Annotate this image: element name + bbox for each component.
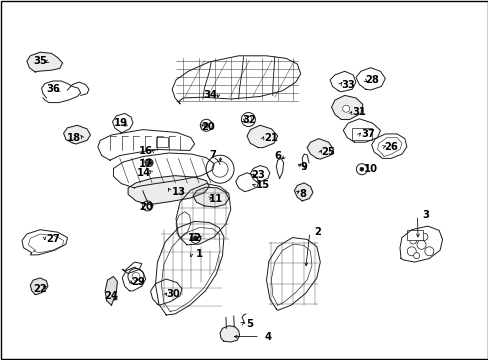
Text: 17: 17 (139, 159, 152, 169)
Text: 34: 34 (203, 90, 217, 100)
Text: 20: 20 (201, 122, 214, 132)
Polygon shape (30, 278, 48, 294)
Text: 21: 21 (264, 132, 278, 143)
Circle shape (416, 240, 425, 249)
Text: 11: 11 (208, 194, 223, 204)
Text: 36: 36 (46, 84, 60, 94)
Polygon shape (294, 183, 312, 201)
Text: 37: 37 (360, 129, 374, 139)
Circle shape (424, 247, 433, 256)
Text: 13: 13 (171, 186, 185, 197)
Polygon shape (246, 125, 277, 148)
Circle shape (342, 105, 349, 112)
Text: 28: 28 (365, 75, 379, 85)
Text: 8: 8 (299, 189, 306, 199)
Text: 29: 29 (131, 276, 144, 287)
Polygon shape (128, 176, 209, 204)
Text: 23: 23 (251, 170, 264, 180)
Text: 32: 32 (242, 114, 256, 125)
Text: 3: 3 (421, 210, 428, 220)
Text: 4: 4 (264, 332, 271, 342)
Text: 27: 27 (46, 234, 60, 244)
Text: 33: 33 (341, 80, 354, 90)
Text: 25: 25 (321, 147, 335, 157)
Polygon shape (306, 139, 333, 159)
Circle shape (193, 236, 198, 241)
Text: 7: 7 (209, 150, 216, 160)
Polygon shape (220, 326, 239, 342)
Polygon shape (27, 52, 62, 72)
Text: 19: 19 (114, 118, 128, 128)
Text: 12: 12 (187, 233, 201, 243)
Text: 16: 16 (139, 146, 152, 156)
Text: 6: 6 (274, 150, 281, 161)
Text: 18: 18 (67, 132, 81, 143)
Text: 5: 5 (245, 319, 252, 329)
Circle shape (407, 247, 415, 256)
Text: 2: 2 (314, 227, 321, 237)
Polygon shape (193, 187, 228, 207)
Text: 14: 14 (137, 168, 151, 178)
Polygon shape (105, 276, 117, 305)
Text: 22: 22 (33, 284, 47, 294)
Bar (351, 128, 371, 140)
Circle shape (145, 159, 153, 167)
Polygon shape (63, 125, 90, 144)
Circle shape (409, 237, 416, 244)
Text: 1: 1 (196, 249, 203, 259)
Circle shape (413, 253, 419, 258)
Text: 9: 9 (300, 162, 307, 172)
Text: 26: 26 (384, 142, 397, 152)
Text: 10: 10 (363, 164, 377, 174)
Text: 24: 24 (104, 291, 118, 301)
Polygon shape (331, 95, 362, 120)
Circle shape (420, 233, 427, 240)
Bar (156, 137, 168, 147)
Bar (406, 230, 422, 240)
Text: 31: 31 (352, 107, 366, 117)
Text: 30: 30 (166, 289, 180, 300)
Circle shape (203, 123, 208, 128)
Circle shape (359, 167, 363, 171)
Text: 35: 35 (33, 56, 47, 66)
Text: 20: 20 (139, 202, 152, 212)
Text: 15: 15 (256, 180, 269, 190)
